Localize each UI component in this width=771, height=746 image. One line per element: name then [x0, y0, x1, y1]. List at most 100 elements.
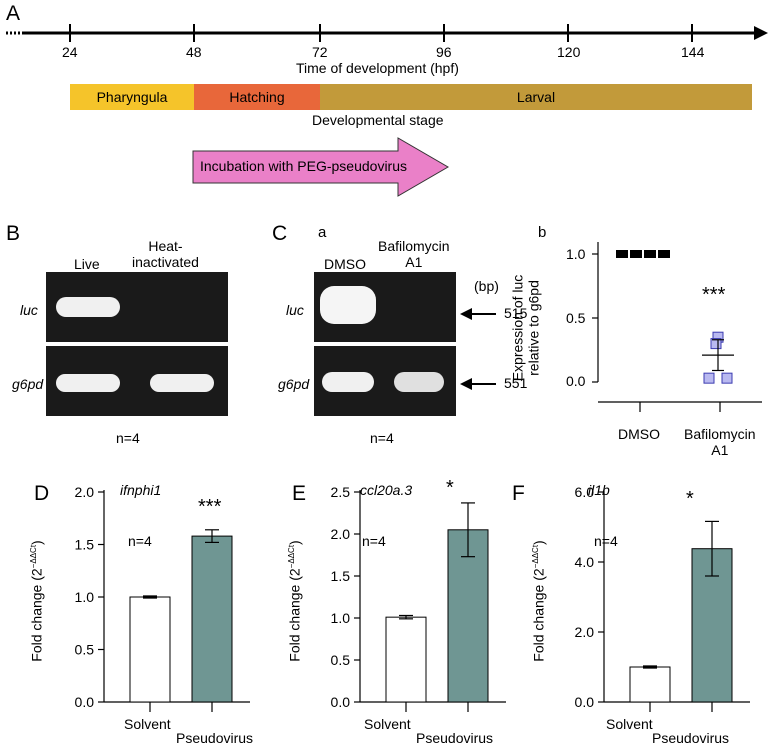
y-tick-label: 0.5 [331, 652, 351, 668]
y-tick-label: 1.5 [331, 568, 351, 584]
y-tick-label: 2.0 [575, 624, 595, 640]
data-point [721, 372, 733, 384]
scatter-category-bafilomycin: Bafilomycin A1 [684, 426, 756, 458]
gene-title: ccl20a.3 [360, 482, 413, 498]
panel-e-letter: E [292, 482, 307, 505]
incubation-arrow [192, 137, 449, 197]
gel-image-luc [314, 272, 456, 342]
gene-label-g6pd: g6pd [278, 376, 310, 392]
panel-b-letter: B [6, 222, 21, 245]
incubation-arrow-label: Incubation with PEG-pseudovirus [200, 158, 407, 174]
y-tick-label: 4.0 [575, 554, 595, 570]
data-point [710, 338, 722, 350]
lane-label-heat-inactivated: Heat- inactivated [132, 238, 199, 270]
y-tick-label: 0.5 [75, 642, 95, 658]
significance-label: *** [198, 496, 222, 518]
panel-f-letter: F [512, 482, 525, 505]
gel-band [320, 286, 376, 324]
chart-ylabel: Fold change (2−ΔΔCt) [286, 540, 303, 662]
category-label: Solvent [364, 716, 411, 732]
gel-band [150, 374, 214, 392]
scatter-ylabel: Expression of luc relative to g6pd [509, 275, 541, 382]
stage-caption: Developmental stage [312, 112, 444, 128]
y-tick-label: 2.0 [331, 526, 351, 542]
category-label: Solvent [124, 716, 171, 732]
data-point [658, 250, 670, 258]
marker-arrows [460, 308, 496, 390]
panel-a-letter: A [6, 2, 21, 25]
data-point [616, 250, 628, 258]
scatter-ytick: 0.5 [566, 310, 586, 326]
tick-label: 120 [557, 44, 581, 60]
marker-size-551: 551 [504, 375, 528, 391]
bar-chart-il1b: 0.0 2.0 4.0 6.0 [575, 484, 750, 712]
sample-size: n=4 [594, 533, 618, 549]
panel-d-letter: D [34, 482, 50, 505]
panel-c-letter: C [272, 222, 288, 245]
y-tick-label: 0.0 [575, 694, 595, 710]
y-tick-label: 0.0 [331, 694, 351, 710]
tick-label: 144 [681, 44, 705, 60]
gel-band [56, 297, 120, 317]
tick-label: 24 [62, 44, 78, 60]
bar-chart-ifnphi1: 0.0 0.5 1.0 1.5 2.0 [75, 484, 250, 712]
gel-band [394, 372, 444, 392]
significance-label: * [446, 477, 454, 499]
gel-band [56, 374, 120, 392]
sample-size: n=4 [128, 533, 152, 549]
tick-label: 72 [312, 44, 328, 60]
bar [447, 529, 489, 703]
category-label: Pseudovirus [176, 730, 254, 746]
gene-title: ifnphi1 [120, 482, 162, 498]
data-point [644, 250, 656, 258]
gel-image-g6pd [46, 346, 228, 416]
gel-band [322, 372, 374, 392]
marker-size-515: 515 [504, 305, 528, 321]
chart-ylabel: Fold change (2−ΔΔCt) [28, 540, 45, 662]
stage-pharyngula: Pharyngula [70, 84, 194, 110]
data-point [630, 250, 642, 258]
y-tick-label: 2.5 [331, 484, 351, 500]
y-tick-label: 1.0 [331, 610, 351, 626]
bar [129, 596, 171, 703]
scatter-ytick: 1.0 [566, 246, 586, 262]
gene-label-g6pd: g6pd [12, 376, 44, 392]
stage-larval: Larval [320, 84, 752, 110]
gene-label-luc: luc [20, 302, 38, 318]
sample-size: n=4 [116, 430, 140, 446]
scatter-x-axis [598, 401, 762, 412]
bar-chart-ccl20a3: 0.0 0.5 1.0 1.5 2.0 2.5 [331, 484, 506, 712]
stage-hatching: Hatching [194, 84, 320, 110]
bar [191, 535, 233, 703]
chart-ylabel: Fold change (2−ΔΔCt) [530, 540, 547, 662]
significance-label: * [686, 488, 694, 510]
panel-c-sub-a: a [318, 224, 327, 241]
scatter-ylabel-line2: relative to g6pd [525, 280, 542, 376]
category-label: Pseudovirus [416, 730, 494, 746]
lane-label-bafilomycin: Bafilomycin A1 [378, 238, 450, 270]
tick-label: 96 [436, 44, 452, 60]
tick-label: 48 [186, 44, 202, 60]
bar [385, 616, 427, 703]
gene-label-luc: luc [286, 302, 304, 318]
gel-image-luc [46, 272, 228, 342]
y-tick-label: 1.5 [75, 537, 95, 553]
scatter-plot [592, 242, 734, 384]
timeline-axis [6, 24, 768, 42]
timeline-axis-label: Time of development (hpf) [296, 60, 459, 76]
lane-label-live: Live [74, 256, 100, 272]
y-tick-label: 6.0 [575, 484, 595, 500]
category-label: Solvent [606, 716, 653, 732]
bar [629, 666, 671, 703]
sample-size: n=4 [370, 430, 394, 446]
scatter-ytick: 0.0 [566, 373, 586, 389]
gel-image-g6pd [314, 346, 456, 416]
panel-c-sub-b: b [538, 224, 547, 241]
y-tick-label: 0.0 [75, 694, 95, 710]
y-tick-label: 1.0 [75, 589, 95, 605]
category-label: Pseudovirus [652, 730, 730, 746]
lane-label-dmso: DMSO [324, 256, 366, 272]
scatter-significance: *** [702, 284, 726, 306]
data-point [703, 372, 715, 384]
y-tick-label: 2.0 [75, 484, 95, 500]
